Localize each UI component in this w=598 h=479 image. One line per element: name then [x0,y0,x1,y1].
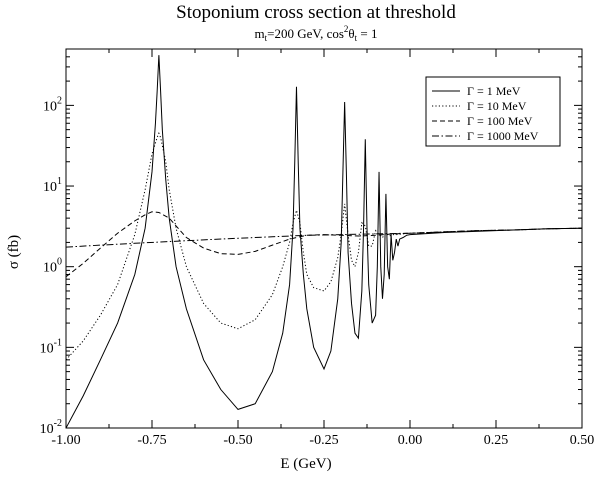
chart-title: Stoponium cross section at threshold [176,2,456,23]
legend-box [425,76,561,147]
subtitle-mid: =200 GeV, cos [267,26,344,41]
series-line-4 [66,227,582,248]
y-tick-exp: -1 [54,337,62,348]
subtitle-theta-sub: t [355,33,358,43]
x-tick-label: -0.50 [223,433,252,448]
y-tick-base: 10 [40,341,54,356]
chart-subtitle: mt=200 GeV, cos2θt = 1 [254,24,377,43]
legend-label-2: Γ = 10 MeV [467,99,527,113]
y-tick-base: 10 [40,422,54,437]
y-tick-label: 101 [43,176,62,195]
subtitle-suffix: = 1 [357,26,377,41]
y-tick-base: 10 [43,180,57,195]
x-tick-label: -0.75 [137,433,166,448]
y-tick-exp: 2 [57,95,62,106]
series-line-3 [66,211,582,278]
legend-label-4: Γ = 1000 MeV [467,129,539,143]
series-line-1 [66,55,582,428]
y-tick-exp: -2 [54,418,62,429]
y-tick-label: 100 [43,257,62,276]
series-layer [66,55,582,428]
subtitle-prefix-sub: t [265,33,268,43]
legend-label-1: Γ = 1 MeV [467,84,521,98]
y-tick-label: 10-1 [40,337,62,356]
x-axis-label: E (GeV) [280,456,331,472]
x-tick-label: 0.00 [398,433,423,448]
subtitle-prefix: m [254,26,264,41]
legend-label-3: Γ = 100 MeV [467,114,533,128]
y-tick-label: 102 [43,95,62,114]
y-tick-exp: 0 [57,257,62,268]
y-axis-label: σ (fb) [6,235,22,269]
x-tick-label: 0.50 [570,433,595,448]
axes-layer: -1.00 -0.75 -0.50 -0.25 0.00 0.25 0.5010-210-1… [40,48,595,448]
y-tick-base: 10 [43,261,57,276]
x-tick-label: -1.00 [51,433,80,448]
x-tick-label: 0.25 [484,433,509,448]
series-line-2 [66,132,582,361]
y-tick-exp: 1 [57,176,62,187]
y-tick-base: 10 [43,99,57,114]
y-tick-label: 10-2 [40,418,62,437]
x-tick-label: -0.25 [309,433,338,448]
subtitle-sup: 2 [344,24,349,34]
subtitle-theta: θ [348,26,354,41]
